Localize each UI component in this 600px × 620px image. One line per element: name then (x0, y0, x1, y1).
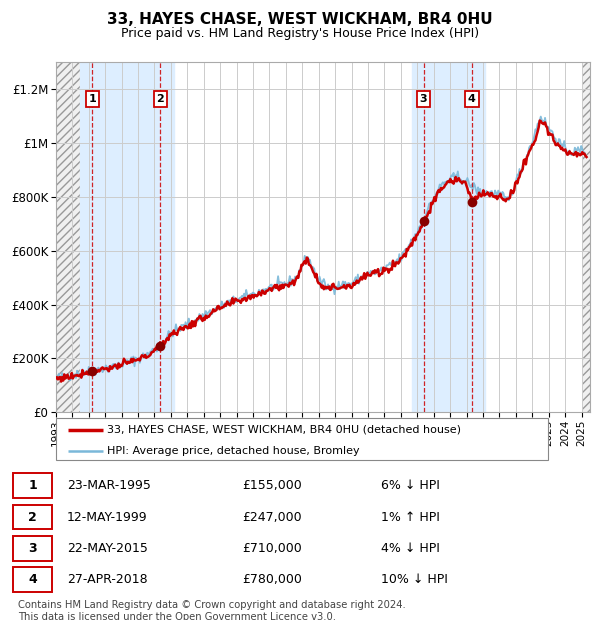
Text: £155,000: £155,000 (242, 479, 302, 492)
FancyBboxPatch shape (13, 505, 52, 529)
Text: 3: 3 (420, 94, 427, 104)
Text: 27-APR-2018: 27-APR-2018 (67, 573, 148, 586)
Text: 2: 2 (28, 511, 37, 523)
Text: 4: 4 (468, 94, 476, 104)
Text: 23-MAR-1995: 23-MAR-1995 (67, 479, 151, 492)
Text: 12-MAY-1999: 12-MAY-1999 (67, 511, 148, 523)
Text: 22-MAY-2015: 22-MAY-2015 (67, 542, 148, 555)
Text: Contains HM Land Registry data © Crown copyright and database right 2024.
This d: Contains HM Land Registry data © Crown c… (18, 600, 406, 620)
FancyBboxPatch shape (13, 536, 52, 560)
Text: 33, HAYES CHASE, WEST WICKHAM, BR4 0HU: 33, HAYES CHASE, WEST WICKHAM, BR4 0HU (107, 12, 493, 27)
FancyBboxPatch shape (56, 418, 548, 460)
Text: 33, HAYES CHASE, WEST WICKHAM, BR4 0HU (detached house): 33, HAYES CHASE, WEST WICKHAM, BR4 0HU (… (107, 425, 461, 435)
Text: Price paid vs. HM Land Registry's House Price Index (HPI): Price paid vs. HM Land Registry's House … (121, 27, 479, 40)
Text: 1: 1 (88, 94, 96, 104)
Bar (80, 62, 174, 412)
FancyBboxPatch shape (13, 567, 52, 592)
Text: 4: 4 (28, 573, 37, 586)
Text: £710,000: £710,000 (242, 542, 302, 555)
FancyBboxPatch shape (13, 474, 52, 498)
Text: 2: 2 (157, 94, 164, 104)
Bar (412, 62, 485, 412)
Text: HPI: Average price, detached house, Bromley: HPI: Average price, detached house, Brom… (107, 446, 360, 456)
Text: 3: 3 (28, 542, 37, 555)
Text: 1: 1 (28, 479, 37, 492)
Bar (581, 62, 590, 412)
Text: 1% ↑ HPI: 1% ↑ HPI (380, 511, 440, 523)
Text: £780,000: £780,000 (242, 573, 302, 586)
Bar (56, 62, 80, 412)
Text: 10% ↓ HPI: 10% ↓ HPI (380, 573, 448, 586)
Text: 6% ↓ HPI: 6% ↓ HPI (380, 479, 440, 492)
Text: 4% ↓ HPI: 4% ↓ HPI (380, 542, 440, 555)
Text: £247,000: £247,000 (242, 511, 302, 523)
